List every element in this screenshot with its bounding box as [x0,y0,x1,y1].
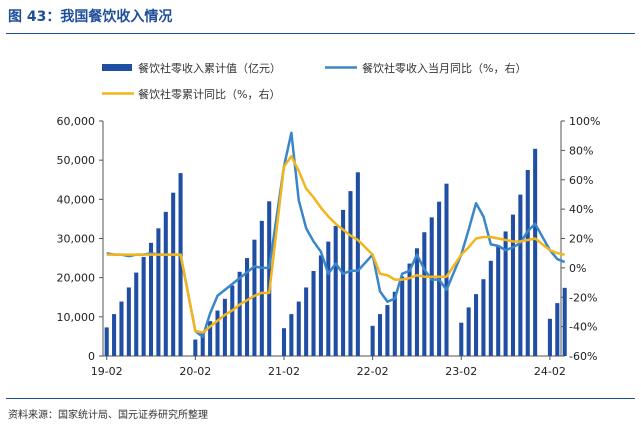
bar [104,327,109,356]
bar [370,325,375,356]
bar [429,217,434,356]
x-tick-label: 19-02 [91,365,123,378]
source-divider [6,398,635,399]
bar [525,169,530,356]
bar [547,318,552,356]
bar [230,285,235,356]
right-tick-label: -20% [569,291,597,304]
bar [533,148,538,356]
bar [112,314,117,356]
source-note: 资料来源：国家统计局、国元证券研究所整理 [8,410,208,421]
line-series [106,131,566,339]
legend-label-cum-yoy: 餐饮社零累计同比（%，右） [138,87,280,101]
left-tick-label: 20,000 [57,272,96,285]
bar [296,301,301,356]
bar [407,263,412,356]
bar [333,225,338,356]
bar [348,191,353,356]
bar [163,211,168,356]
bar [466,307,471,356]
bar [444,183,449,356]
left-tick-label: 30,000 [57,233,96,246]
chart-title: 图 43：我国餐饮收入情况 [8,9,173,25]
bar [385,305,390,356]
bar [171,192,176,356]
x-tick-label: 22-02 [357,365,389,378]
bar [518,194,523,356]
bar [289,314,294,356]
bar [178,173,183,356]
left-tick-label: 0 [88,350,95,363]
right-tick-label: 60% [569,174,593,187]
title-divider [6,33,635,34]
bar [304,287,309,356]
chart-area: 餐饮社零收入累计值（亿元） 餐饮社零收入当月同比（%，右） 餐饮社零累计同比（%… [57,61,601,378]
bar [311,271,316,356]
bar [392,291,397,356]
bar [326,241,331,356]
bar [252,239,257,356]
left-tick-label: 10,000 [57,311,96,324]
left-tick-label: 50,000 [57,154,96,167]
right-tick-label: 40% [569,203,593,216]
x-tick-label: 21-02 [268,365,300,378]
legend: 餐饮社零收入累计值（亿元） 餐饮社零收入当月同比（%，右） 餐饮社零累计同比（%… [102,61,526,101]
bar [355,172,360,356]
right-tick-label: 100% [569,115,600,128]
line-cum-yoy [106,155,565,334]
bar [318,255,323,356]
bar [341,209,346,356]
bar [422,232,427,356]
bar [259,220,264,356]
bar [222,298,227,356]
x-tick-label: 23-02 [445,365,477,378]
right-tick-label: -40% [569,321,597,334]
bar [237,271,242,356]
bar [377,314,383,356]
bar [562,287,567,356]
left-tick-label: 60,000 [57,115,96,128]
bar [281,328,287,356]
bar [156,228,161,356]
bar [215,310,220,356]
legend-label-month-yoy: 餐饮社零收入当月同比（%，右） [362,61,526,75]
bar [474,294,479,356]
bar [200,332,205,356]
x-tick-label: 20-02 [179,365,211,378]
axes: 0 10,000 20,000 30,000 40,000 50,000 60,000 -60… [57,115,601,378]
bar [208,321,213,356]
legend-swatch-bar [102,64,132,71]
right-tick-label: 0% [569,262,586,275]
bar [481,279,486,356]
right-tick-label: -60% [569,350,597,363]
bar [496,245,501,356]
left-tick-label: 40,000 [57,193,96,206]
bar [400,276,405,356]
right-tick-label: 20% [569,233,593,246]
bar [193,339,198,356]
bar [459,322,464,356]
legend-label-bar: 餐饮社零收入累计值（亿元） [138,61,281,75]
bar [555,303,560,356]
x-tick-label: 24-02 [534,365,566,378]
bar [245,258,250,356]
bar [148,242,154,356]
bar [488,260,493,356]
bar [119,301,124,356]
bar [134,272,139,356]
bar [414,248,419,356]
bar-series [104,148,567,356]
bar [503,231,508,356]
right-tick-label: 80% [569,144,593,157]
bar [267,201,272,356]
bar [510,214,516,356]
bar [141,256,146,356]
bar [126,287,131,356]
